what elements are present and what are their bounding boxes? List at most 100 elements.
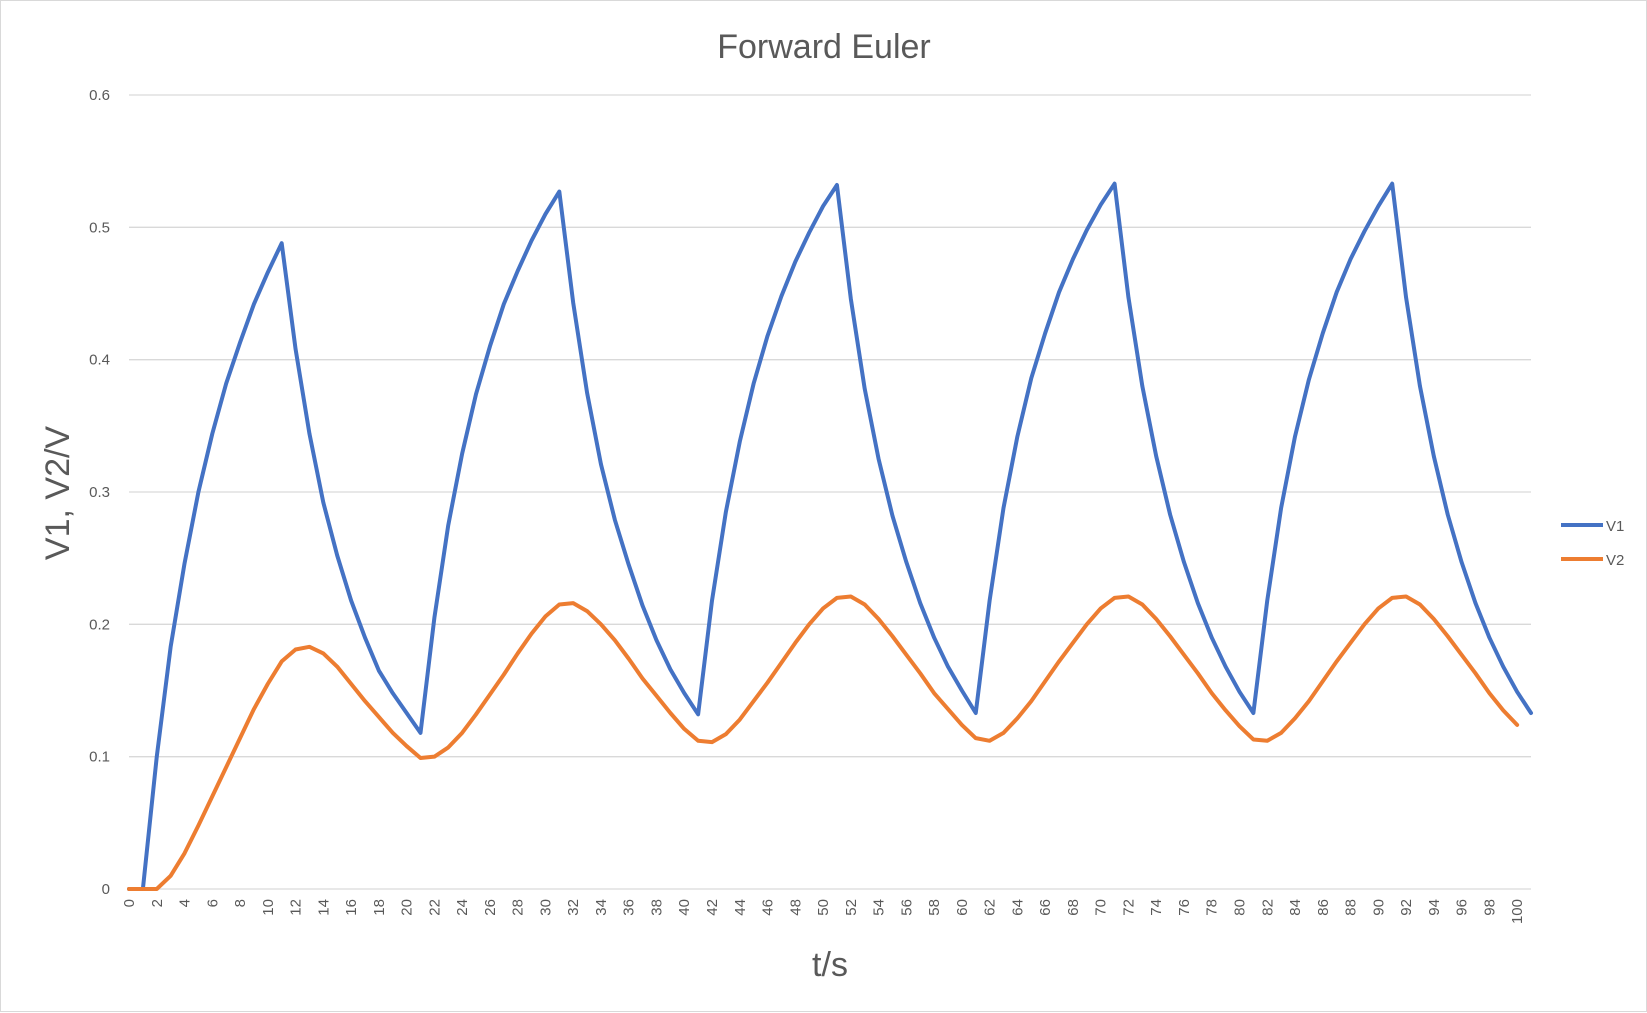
x-tick-label: 14 bbox=[315, 899, 332, 916]
data-point bbox=[1501, 708, 1505, 712]
data-point bbox=[1057, 659, 1061, 663]
data-point bbox=[529, 631, 534, 636]
data-point bbox=[1418, 602, 1422, 607]
x-tick-label: 46 bbox=[760, 899, 777, 916]
legend-label-v1: V1 bbox=[1606, 518, 1624, 535]
data-point bbox=[960, 723, 964, 727]
data-point bbox=[946, 665, 950, 669]
data-point bbox=[1390, 182, 1394, 186]
x-tick-label: 40 bbox=[676, 899, 693, 916]
x-tick-label: 84 bbox=[1287, 899, 1304, 916]
data-point bbox=[641, 604, 645, 608]
data-point bbox=[1293, 434, 1297, 439]
y-tick-label: 0.4 bbox=[89, 352, 110, 369]
data-point bbox=[516, 651, 520, 656]
data-point bbox=[932, 691, 936, 695]
data-point bbox=[904, 653, 908, 657]
y-axis-ticks: 0 0.1 0.2 0.3 0.4 0.5 0.6 bbox=[89, 87, 110, 898]
data-point bbox=[502, 302, 506, 306]
data-point bbox=[391, 731, 395, 735]
data-point bbox=[363, 699, 367, 703]
data-point bbox=[682, 727, 686, 731]
data-point bbox=[1001, 506, 1006, 510]
data-point bbox=[266, 270, 270, 274]
data-point bbox=[293, 347, 298, 351]
x-tick-label: 24 bbox=[454, 899, 471, 916]
data-point bbox=[432, 616, 436, 620]
data-point bbox=[960, 688, 964, 693]
data-point bbox=[335, 553, 339, 558]
data-point bbox=[668, 667, 672, 671]
x-tick-label: 78 bbox=[1204, 899, 1221, 916]
data-point bbox=[460, 731, 464, 735]
data-point bbox=[1085, 622, 1089, 626]
data-point bbox=[571, 601, 575, 605]
data-point bbox=[210, 432, 214, 436]
data-point bbox=[779, 661, 784, 665]
data-point bbox=[863, 602, 867, 607]
data-point bbox=[1015, 434, 1019, 439]
data-point bbox=[974, 736, 978, 740]
data-point bbox=[446, 523, 450, 527]
data-point bbox=[335, 665, 339, 669]
data-point bbox=[988, 598, 992, 603]
data-point bbox=[807, 231, 811, 235]
data-point bbox=[627, 563, 631, 567]
data-point bbox=[1057, 290, 1061, 294]
x-tick-label: 80 bbox=[1231, 899, 1248, 916]
data-point bbox=[516, 269, 520, 273]
data-point bbox=[155, 755, 159, 759]
data-point bbox=[1071, 641, 1075, 645]
data-point bbox=[1473, 601, 1478, 605]
x-tick-label: 32 bbox=[565, 899, 582, 916]
data-point bbox=[1043, 679, 1047, 683]
data-point bbox=[571, 301, 575, 305]
data-point bbox=[627, 657, 631, 661]
data-point bbox=[377, 669, 381, 673]
y-axis-label: V1, V2/V bbox=[39, 426, 77, 561]
chart-title: Forward Euler bbox=[717, 28, 931, 66]
series-points-v1 bbox=[127, 182, 1533, 891]
x-tick-label: 10 bbox=[260, 899, 277, 916]
data-point bbox=[876, 617, 881, 621]
data-point bbox=[1126, 594, 1131, 599]
data-point bbox=[238, 340, 242, 345]
x-tick-label: 44 bbox=[732, 899, 749, 916]
data-point bbox=[1029, 376, 1033, 380]
data-point bbox=[432, 755, 436, 759]
data-point bbox=[613, 638, 617, 642]
x-tick-label: 90 bbox=[1370, 899, 1387, 916]
data-point bbox=[307, 432, 312, 436]
x-tick-label: 68 bbox=[1065, 899, 1082, 916]
x-tick-label: 64 bbox=[1009, 899, 1026, 916]
data-point bbox=[293, 647, 298, 652]
series-line-v1 bbox=[127, 181, 1533, 891]
data-point bbox=[1390, 596, 1394, 600]
data-point bbox=[1459, 560, 1464, 564]
data-point bbox=[1293, 716, 1297, 720]
data-point bbox=[280, 659, 284, 663]
data-point bbox=[724, 732, 728, 736]
data-point bbox=[1515, 690, 1519, 694]
data-point bbox=[918, 671, 922, 675]
data-point bbox=[946, 707, 950, 711]
data-point bbox=[752, 381, 756, 386]
data-point bbox=[1112, 596, 1117, 600]
data-point bbox=[863, 387, 867, 391]
data-point bbox=[1362, 622, 1367, 626]
data-point bbox=[585, 391, 589, 395]
data-point bbox=[307, 645, 312, 649]
data-point bbox=[266, 682, 270, 686]
data-point bbox=[169, 874, 173, 878]
data-point bbox=[1446, 512, 1450, 517]
data-point bbox=[1321, 679, 1325, 683]
data-point bbox=[155, 887, 159, 891]
x-tick-label: 74 bbox=[1148, 899, 1165, 916]
data-point bbox=[696, 739, 700, 743]
data-point bbox=[529, 238, 534, 243]
data-point bbox=[849, 297, 853, 301]
data-point bbox=[1015, 716, 1019, 720]
data-point bbox=[488, 344, 492, 349]
x-tick-label: 20 bbox=[399, 899, 416, 916]
data-point bbox=[1029, 699, 1033, 703]
